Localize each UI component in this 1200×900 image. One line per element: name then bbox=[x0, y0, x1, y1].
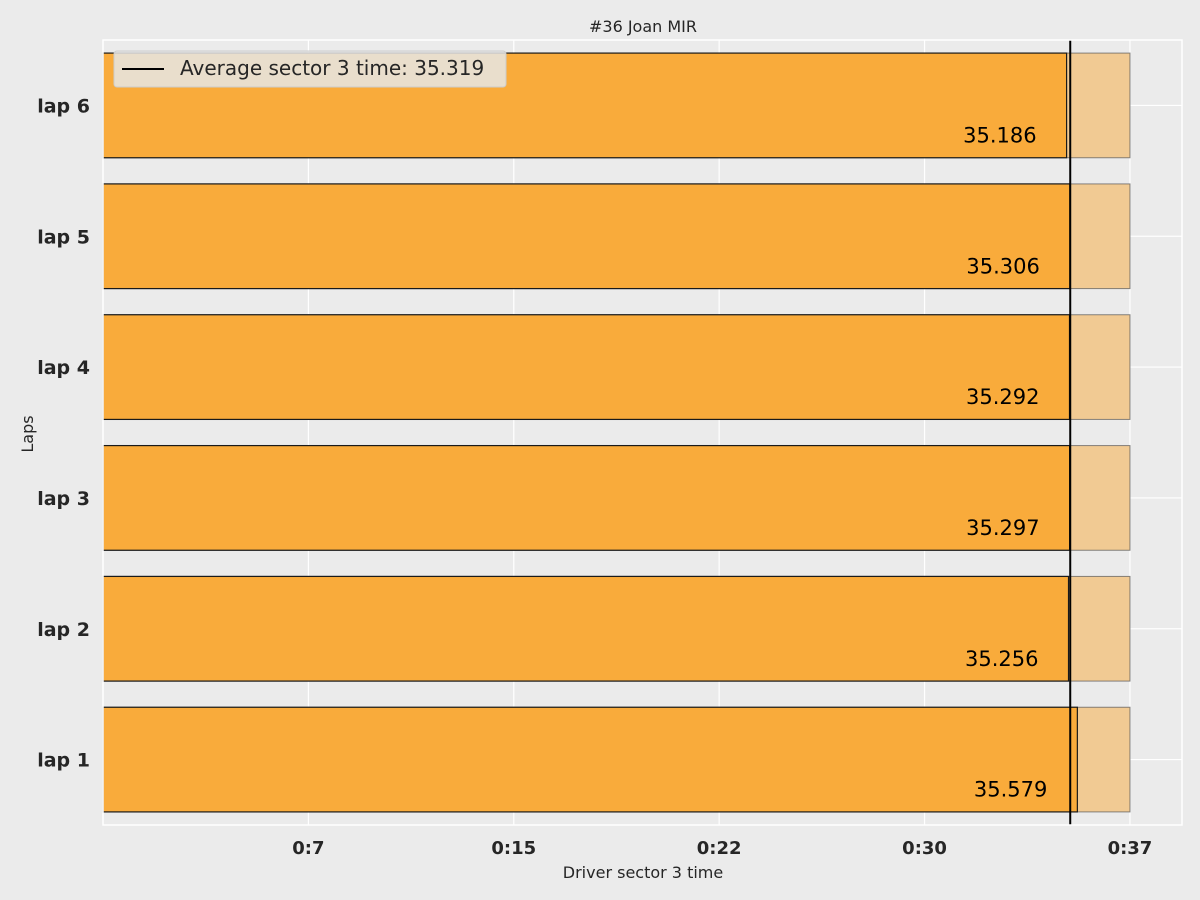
bar-value-label: 35.186 bbox=[963, 123, 1036, 147]
x-axis-label: Driver sector 3 time bbox=[563, 863, 723, 882]
bar-value-label: 35.579 bbox=[974, 778, 1047, 802]
y-tick-label: lap 1 bbox=[37, 750, 90, 772]
bar-value-label: 35.256 bbox=[965, 647, 1038, 671]
lap-bar bbox=[102, 444, 1071, 551]
bar-value-label: 35.292 bbox=[966, 385, 1039, 409]
x-tick-label: 0:15 bbox=[491, 838, 536, 859]
bar-value-label: 35.306 bbox=[966, 254, 1039, 278]
legend-box bbox=[113, 50, 507, 88]
lap-bar bbox=[102, 575, 1070, 682]
lap-bar bbox=[102, 706, 1078, 813]
y-tick-label: lap 6 bbox=[37, 95, 90, 117]
y-tick-labels: lap 1 lap 2 lap 3 lap 4 lap 5 lap 6 bbox=[37, 95, 90, 771]
plot-frame bbox=[102, 39, 1183, 826]
x-tick-label: 0:37 bbox=[1108, 838, 1153, 859]
x-tick-label: 0:22 bbox=[697, 838, 742, 859]
legend: Average sector 3 time: 35.319 bbox=[113, 50, 507, 88]
lap-bar bbox=[102, 314, 1071, 421]
chart-title: #36 Joan MIR bbox=[589, 17, 697, 36]
bars bbox=[102, 52, 1131, 813]
y-tick-label: lap 3 bbox=[37, 488, 90, 510]
x-tick-label: 0:30 bbox=[902, 838, 947, 859]
y-tick-label: lap 5 bbox=[37, 226, 90, 248]
value-labels: 35.579 35.256 35.297 35.292 35.306 35.186 bbox=[963, 123, 1047, 801]
y-tick-label: lap 2 bbox=[37, 619, 90, 641]
x-tick-label: 0:7 bbox=[292, 838, 324, 859]
bar-value-label: 35.297 bbox=[966, 516, 1039, 540]
legend-label: Average sector 3 time: 35.319 bbox=[180, 56, 484, 80]
y-tick-label: lap 4 bbox=[37, 357, 90, 379]
plot-area bbox=[103, 40, 1182, 825]
y-axis-label: Laps bbox=[18, 415, 37, 452]
lap-bar bbox=[102, 183, 1071, 290]
x-tick-labels: 0:7 0:15 0:22 0:30 0:37 bbox=[292, 838, 1152, 859]
